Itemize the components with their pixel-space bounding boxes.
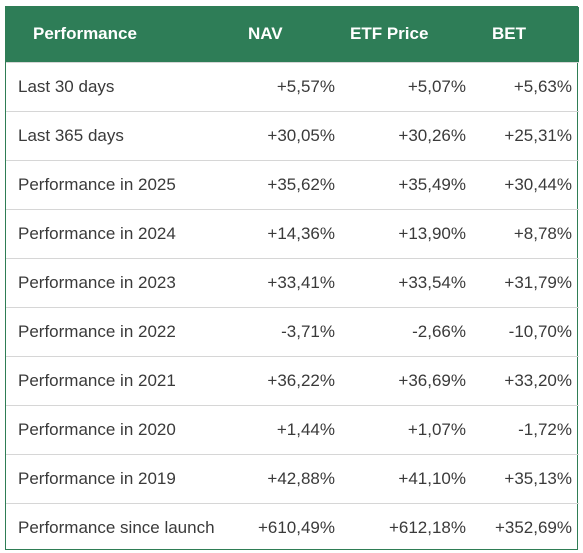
table-body: Last 30 days +5,57% +5,07% +5,63% Last 3… xyxy=(6,61,579,552)
nav-value: +33,41% xyxy=(244,257,344,307)
table-row: Performance since launch +610,49% +612,1… xyxy=(6,502,579,552)
table-row: Performance in 2024 +14,36% +13,90% +8,7… xyxy=(6,208,579,258)
performance-table-container: Performance NAV ETF Price BET Last 30 da… xyxy=(5,6,579,552)
bet-value: +5,63% xyxy=(475,61,579,111)
nav-value: +14,36% xyxy=(244,208,344,258)
table-row: Performance in 2025 +35,62% +35,49% +30,… xyxy=(6,159,579,209)
row-label: Performance in 2022 xyxy=(6,306,244,356)
etf-price-value: +612,18% xyxy=(344,502,475,552)
table-header: Performance NAV ETF Price BET xyxy=(6,7,579,62)
row-label: Performance in 2025 xyxy=(6,159,244,209)
table-row: Performance in 2021 +36,22% +36,69% +33,… xyxy=(6,355,579,405)
bet-value: +30,44% xyxy=(475,159,579,209)
bet-value: -10,70% xyxy=(475,306,579,356)
table-row: Performance in 2019 +42,88% +41,10% +35,… xyxy=(6,453,579,503)
row-label: Performance in 2019 xyxy=(6,453,244,503)
etf-price-value: +33,54% xyxy=(344,257,475,307)
nav-value: -3,71% xyxy=(244,306,344,356)
row-label: Performance since launch xyxy=(6,502,244,552)
table-row: Performance in 2023 +33,41% +33,54% +31,… xyxy=(6,257,579,307)
header-row: Performance NAV ETF Price BET xyxy=(6,7,579,62)
header-bet: BET xyxy=(492,24,526,44)
nav-value: +42,88% xyxy=(244,453,344,503)
row-label: Performance in 2020 xyxy=(6,404,244,454)
bet-value: +33,20% xyxy=(475,355,579,405)
etf-price-value: +5,07% xyxy=(344,61,475,111)
table-row: Performance in 2022 -3,71% -2,66% -10,70… xyxy=(6,306,579,356)
row-label: Performance in 2024 xyxy=(6,208,244,258)
nav-value: +1,44% xyxy=(244,404,344,454)
bet-value: +352,69% xyxy=(475,502,579,552)
table-row: Last 365 days +30,05% +30,26% +25,31% xyxy=(6,110,579,160)
row-label: Performance in 2023 xyxy=(6,257,244,307)
etf-price-value: +13,90% xyxy=(344,208,475,258)
etf-price-value: +36,69% xyxy=(344,355,475,405)
etf-price-value: +41,10% xyxy=(344,453,475,503)
row-label: Last 30 days xyxy=(6,61,244,111)
table-row: Performance in 2020 +1,44% +1,07% -1,72% xyxy=(6,404,579,454)
bet-value: +35,13% xyxy=(475,453,579,503)
etf-price-value: +1,07% xyxy=(344,404,475,454)
bet-value: +8,78% xyxy=(475,208,579,258)
etf-price-value: +30,26% xyxy=(344,110,475,160)
nav-value: +30,05% xyxy=(244,110,344,160)
row-label: Performance in 2021 xyxy=(6,355,244,405)
etf-price-value: -2,66% xyxy=(344,306,475,356)
nav-value: +610,49% xyxy=(244,502,344,552)
performance-table: Performance NAV ETF Price BET Last 30 da… xyxy=(6,7,579,552)
header-performance: Performance xyxy=(33,24,137,44)
etf-price-value: +35,49% xyxy=(344,159,475,209)
header-etf-price: ETF Price xyxy=(350,24,429,44)
bet-value: +31,79% xyxy=(475,257,579,307)
header-nav: NAV xyxy=(248,24,283,44)
nav-value: +35,62% xyxy=(244,159,344,209)
table-row: Last 30 days +5,57% +5,07% +5,63% xyxy=(6,61,579,111)
nav-value: +5,57% xyxy=(244,61,344,111)
bet-value: +25,31% xyxy=(475,110,579,160)
nav-value: +36,22% xyxy=(244,355,344,405)
row-label: Last 365 days xyxy=(6,110,244,160)
bet-value: -1,72% xyxy=(475,404,579,454)
